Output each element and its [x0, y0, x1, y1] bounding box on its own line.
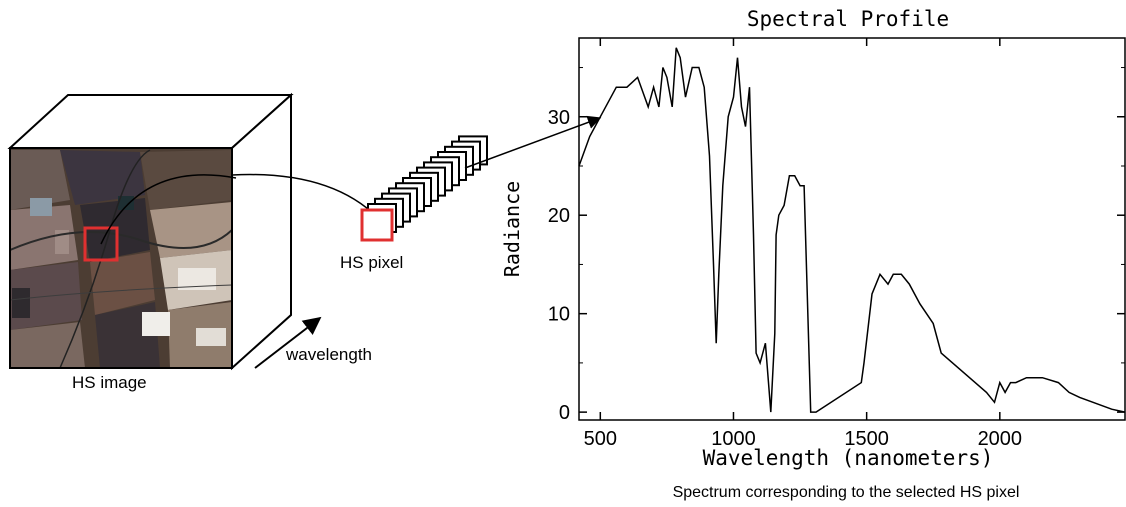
cube-to-pixel-arrow	[231, 173, 379, 219]
spectral-profile-chart: Spectral Profile 500 1000 1500 20000102030 …	[500, 7, 1126, 470]
hs-image-label: HS image	[72, 373, 147, 392]
x-tick-label: 2000	[978, 428, 1023, 450]
plot-frame	[578, 37, 1126, 421]
x-tick-label: 500	[584, 428, 617, 450]
y-tick-label: 0	[559, 402, 570, 424]
y-tick-label: 30	[548, 107, 570, 129]
cube-front-face	[9, 147, 233, 369]
axis-ticks: 500 1000 1500 2000 0 10 20 30	[548, 38, 1125, 450]
chart-caption: Spectrum corresponding to the selected H…	[673, 484, 1020, 501]
wavelength-label: wavelength	[285, 345, 372, 364]
y-tick-label: 10	[548, 304, 570, 326]
hs-pixel-label: HS pixel	[340, 253, 403, 272]
x-tick-label: 1500	[844, 428, 889, 450]
hs-cube: HS image	[7, 92, 294, 392]
pixel-to-spectrum-arrow	[464, 115, 602, 169]
selection-arrow-inner	[100, 174, 237, 245]
chart-title: Spectral Profile	[747, 7, 949, 31]
selected-pixel-marker	[83, 226, 119, 262]
y-tick-label: 20	[548, 205, 570, 227]
hs-aerial-image	[9, 148, 233, 369]
x-tick-label: 1000	[711, 428, 756, 450]
y-axis-label: Radiance	[500, 181, 524, 277]
spectrum-line	[578, 47, 1126, 413]
x-axis-label: Wavelength (nanometers)	[703, 446, 994, 470]
wavelength-arrow	[254, 316, 322, 369]
hs-pixel-marker	[360, 208, 394, 242]
